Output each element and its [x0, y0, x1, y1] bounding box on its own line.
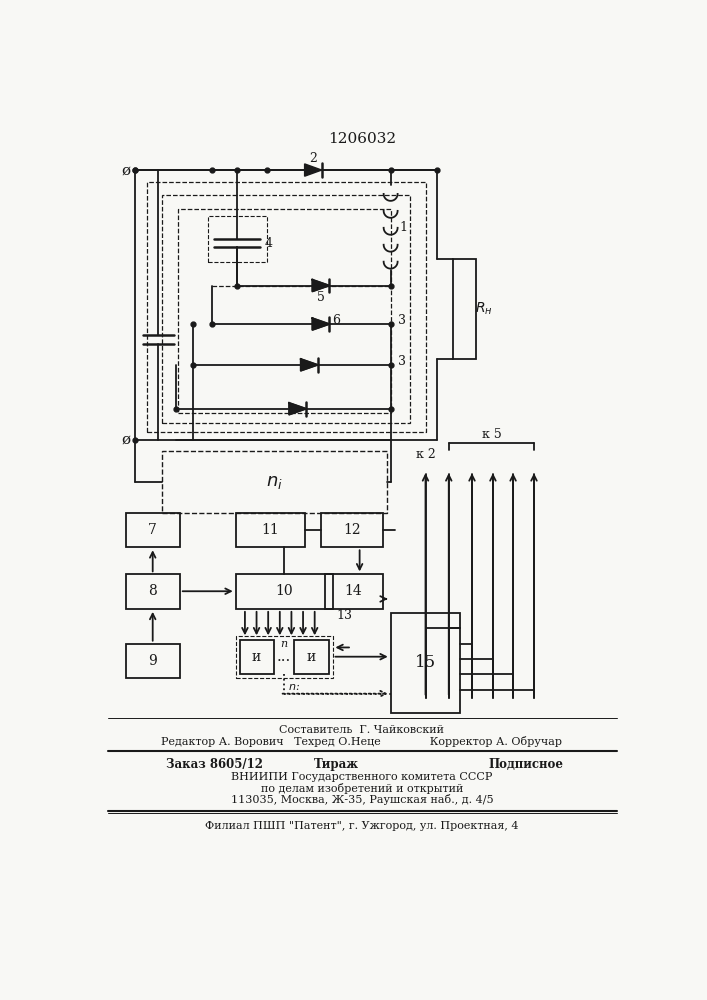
Bar — [126, 644, 180, 678]
Bar — [235, 636, 332, 678]
Text: к 5: к 5 — [481, 428, 501, 441]
Bar — [235, 574, 332, 609]
Bar — [235, 513, 305, 547]
Polygon shape — [305, 164, 322, 176]
Bar — [126, 513, 180, 547]
Text: к 2: к 2 — [416, 448, 436, 461]
Text: n: n — [280, 639, 287, 649]
Bar — [452, 259, 476, 359]
Bar — [391, 613, 460, 713]
Text: Тираж: Тираж — [314, 758, 359, 771]
Bar — [126, 574, 180, 609]
Text: по делам изобретений и открытий: по делам изобретений и открытий — [261, 783, 463, 794]
Polygon shape — [312, 318, 329, 330]
Bar — [240, 640, 274, 674]
Text: 8: 8 — [148, 584, 157, 598]
Text: 9: 9 — [148, 654, 157, 668]
Bar — [177, 209, 391, 413]
Bar — [293, 640, 329, 674]
Bar — [146, 182, 426, 432]
Text: Редактор А. Ворович   Техред О.Неце              Корректор А. Обручар: Редактор А. Ворович Техред О.Неце Коррек… — [161, 736, 563, 747]
Text: 5: 5 — [317, 291, 325, 304]
Bar — [162, 451, 387, 513]
Text: $n_i$: $n_i$ — [266, 473, 283, 491]
Text: 2: 2 — [309, 152, 317, 165]
Bar — [325, 574, 383, 609]
Text: 3: 3 — [398, 355, 407, 368]
Text: 14: 14 — [344, 584, 362, 598]
Text: 15: 15 — [415, 654, 436, 671]
Polygon shape — [312, 280, 329, 291]
Text: ø: ø — [121, 163, 130, 177]
Text: 7: 7 — [148, 523, 157, 537]
Text: 6: 6 — [332, 314, 341, 327]
Text: Подписное: Подписное — [489, 758, 563, 771]
Text: Филиал ПШП "Патент", г. Ужгород, ул. Проектная, 4: Филиал ПШП "Патент", г. Ужгород, ул. Про… — [205, 821, 519, 831]
Text: $R_н$: $R_н$ — [475, 300, 493, 317]
Text: 11: 11 — [262, 523, 279, 537]
Bar — [208, 216, 267, 262]
Bar — [321, 513, 383, 547]
Text: ВНИИПИ Государственного комитета СССР: ВНИИПИ Государственного комитета СССР — [231, 772, 493, 782]
Text: 4: 4 — [264, 237, 272, 250]
Text: Заказ 8605/12: Заказ 8605/12 — [166, 758, 263, 771]
Text: ...: ... — [276, 650, 291, 664]
Text: ø: ø — [121, 433, 130, 447]
Text: 1: 1 — [399, 221, 407, 234]
Text: Составитель  Г. Чайковский: Составитель Г. Чайковский — [279, 725, 445, 735]
Text: 1206032: 1206032 — [328, 132, 396, 146]
Text: 3: 3 — [398, 314, 407, 327]
Text: 10: 10 — [275, 584, 293, 598]
Polygon shape — [300, 359, 317, 371]
Bar — [162, 195, 410, 423]
Text: и: и — [306, 650, 315, 664]
Text: и: и — [252, 650, 261, 664]
Text: $n$:: $n$: — [288, 682, 300, 692]
Text: 13: 13 — [337, 609, 352, 622]
Polygon shape — [289, 403, 306, 415]
Text: 113035, Москва, Ж-35, Раушская наб., д. 4/5: 113035, Москва, Ж-35, Раушская наб., д. … — [230, 794, 493, 805]
Text: 12: 12 — [343, 523, 361, 537]
